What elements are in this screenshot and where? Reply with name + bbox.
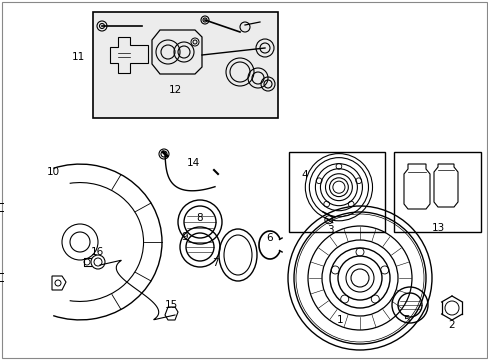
Text: 9: 9 [182, 232, 188, 242]
Text: 11: 11 [71, 52, 84, 62]
Text: 16: 16 [90, 247, 103, 257]
Bar [288, 152, 384, 232]
Text: 10: 10 [46, 167, 60, 177]
Text: 12: 12 [168, 85, 181, 95]
Text: 14: 14 [186, 158, 199, 168]
Bar [93, 12, 278, 118]
Text: 7: 7 [211, 258, 218, 268]
Text: 2: 2 [448, 320, 454, 330]
Text: 4: 4 [301, 170, 307, 180]
Text: 6: 6 [266, 233, 273, 243]
Bar [393, 152, 480, 232]
Text: 8: 8 [196, 213, 203, 223]
Text: 1: 1 [336, 315, 343, 325]
Text: 5: 5 [402, 315, 408, 325]
Text: 13: 13 [430, 223, 444, 233]
Text: 15: 15 [164, 300, 177, 310]
Text: 3: 3 [326, 225, 333, 235]
